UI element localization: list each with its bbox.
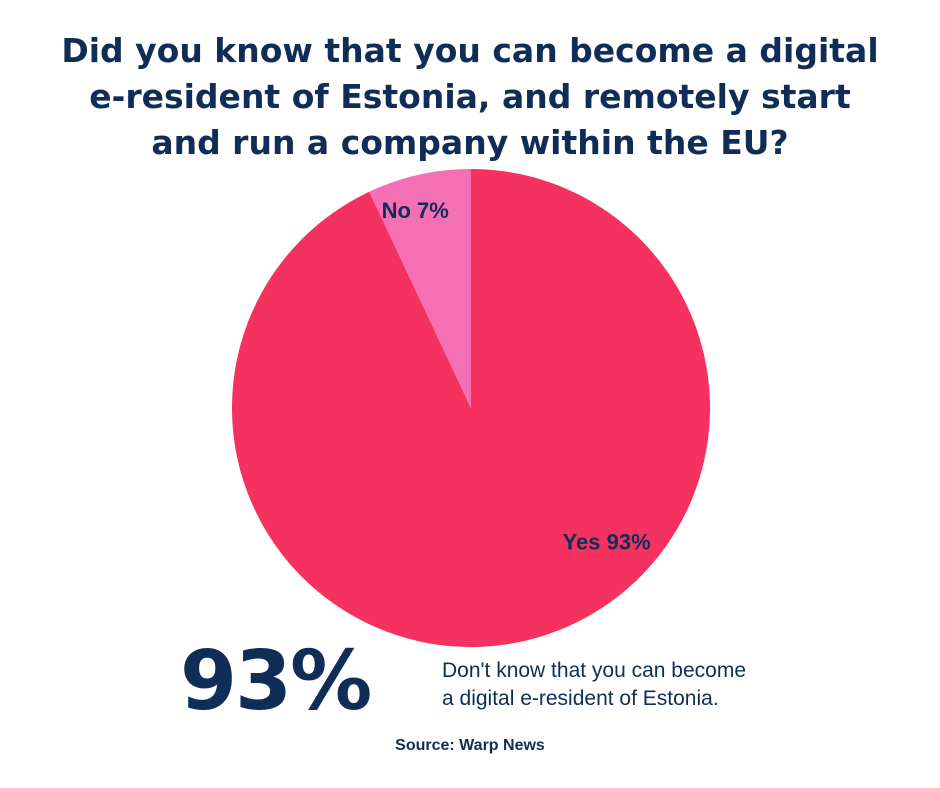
stat-description: Don't know that you can become a digital… [442,657,862,713]
pie-slice-yes [231,169,710,648]
stat-description-line-1: Don't know that you can become [442,659,747,682]
pie-label-no: No 7% [382,198,449,223]
pie-slice-no [369,169,471,408]
source-note: Source: Warp News [395,737,545,754]
chart-title: Did you know that you can become a digit… [20,28,920,166]
big-stat-value: 93% [180,634,372,729]
chart-title-line-1: Did you know that you can become a digit… [61,31,879,70]
stat-description-line-2: a digital e-resident of Estonia. [442,687,719,710]
chart-title-line-2: e-resident of Estonia, and remotely star… [89,77,851,116]
pie-label-yes: Yes 93% [563,530,651,555]
chart-title-line-3: and run a company within the EU? [151,123,789,162]
